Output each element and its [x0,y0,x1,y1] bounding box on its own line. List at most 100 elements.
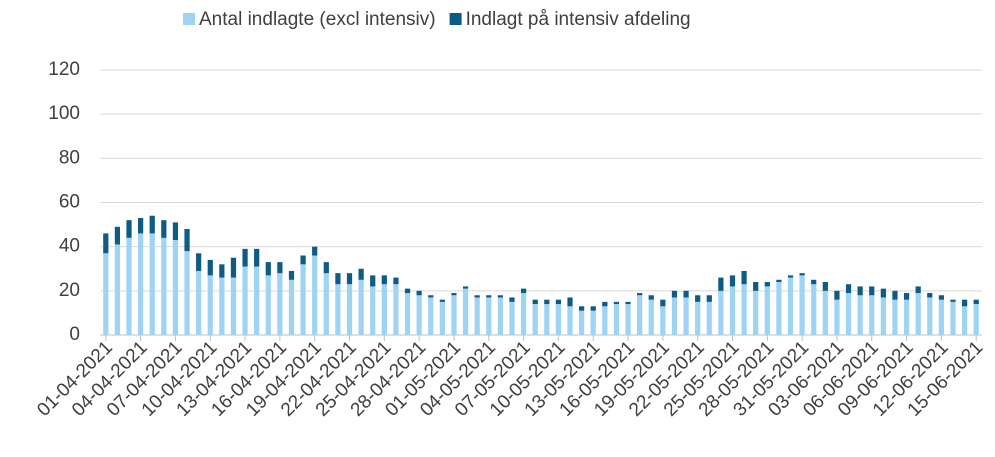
bar-segment [718,290,724,335]
bar-segment [254,248,260,267]
bar-segment [973,304,979,335]
bar-segment [230,257,237,278]
bar-segment [787,277,794,335]
bar-segment [880,288,886,298]
bar-segment [637,295,643,335]
bar-segment [857,286,863,296]
bar-segment [613,304,620,335]
bar-segment [938,299,944,335]
bar-segment [323,262,329,274]
bar-segment [230,277,237,335]
bar-segment [764,282,770,287]
bar-segment [579,306,585,311]
bar-segment [660,299,666,307]
bar-segment [265,262,271,276]
bar-segment [834,299,840,335]
bar-segment [219,264,225,278]
bar-segment [927,297,933,335]
bar-segment [312,246,318,256]
bar-segment [869,295,875,335]
legend-label: Indlagt på intensiv afdeling [466,9,691,30]
bar-segment [381,284,387,335]
bar-segment [346,284,353,335]
bar-segment [370,286,376,335]
bar-segment [590,306,596,311]
bar-segment [637,293,643,296]
bar-segment [706,295,712,302]
bar-segment [161,237,167,335]
bar-segment [915,286,921,294]
bar-segment [857,295,863,335]
bar-segment [358,268,364,280]
bar-segment [973,299,979,305]
bar-segment [776,282,782,335]
bar-segment [242,248,248,267]
bar-segment [393,284,399,335]
bar-segment [207,275,213,335]
bar-segment [265,275,271,335]
bar-segment [961,306,968,335]
bar-segment [497,295,503,298]
bar-segment [845,293,852,335]
bar-segment [648,295,654,300]
bar-segment [312,255,318,335]
bar-segment [729,286,736,335]
bar-segment [695,295,701,302]
bar-segment [764,286,770,335]
bar-segment [683,290,689,298]
bar-segment [288,270,295,280]
bar-segment [103,233,109,254]
bar-segment [602,301,608,307]
bar-segment [486,297,492,335]
bar-segment [950,299,956,302]
bar-segment [358,279,364,335]
bar-segment [892,299,898,335]
bar-segment [602,306,608,335]
bar-segment [404,293,411,335]
bar-segment [544,299,550,305]
bar-segment [219,277,225,335]
bar-segment [184,229,190,252]
bar-segment [915,293,921,335]
bar-segment [114,226,121,245]
bar-segment [753,282,759,291]
bar-segment [787,275,794,278]
bar-segment [613,301,620,305]
bar-segment [428,295,434,298]
bar-segment [439,301,445,335]
bar-segment [555,299,562,305]
bar-segment [196,270,202,335]
bar-segment [439,299,445,302]
bar-segment [393,277,399,285]
bar-segment [648,299,654,335]
legend-label: Antal indlagte (excl intensiv) [199,9,436,30]
bar-segment [462,288,469,335]
bar-segment [196,253,202,271]
bar-segment [172,222,179,241]
bar-segment [741,284,747,335]
bar-segment [370,275,376,287]
bar-segment [729,275,736,287]
bar-segment [509,297,515,302]
bar-segment [938,295,944,300]
bar-segment [544,304,550,335]
bar-segment [799,273,805,276]
bar-segment [927,293,933,298]
bar-segment [555,304,562,335]
legend-swatch [449,13,462,25]
bar-segment [207,259,213,276]
bar-segment [126,220,132,238]
bar-segment [532,304,538,335]
bar-segment [567,297,573,307]
bar-segment [567,306,573,335]
bar-segment [486,295,492,298]
bar-segment [903,299,910,335]
bar-segment [474,295,480,298]
bar-segment [497,297,503,335]
bar-segment [683,297,689,335]
bar-segment [242,266,248,335]
bar-segment [428,297,434,335]
bar-segment [335,273,341,285]
bar-segment [625,301,631,305]
bar-segment [138,217,144,234]
